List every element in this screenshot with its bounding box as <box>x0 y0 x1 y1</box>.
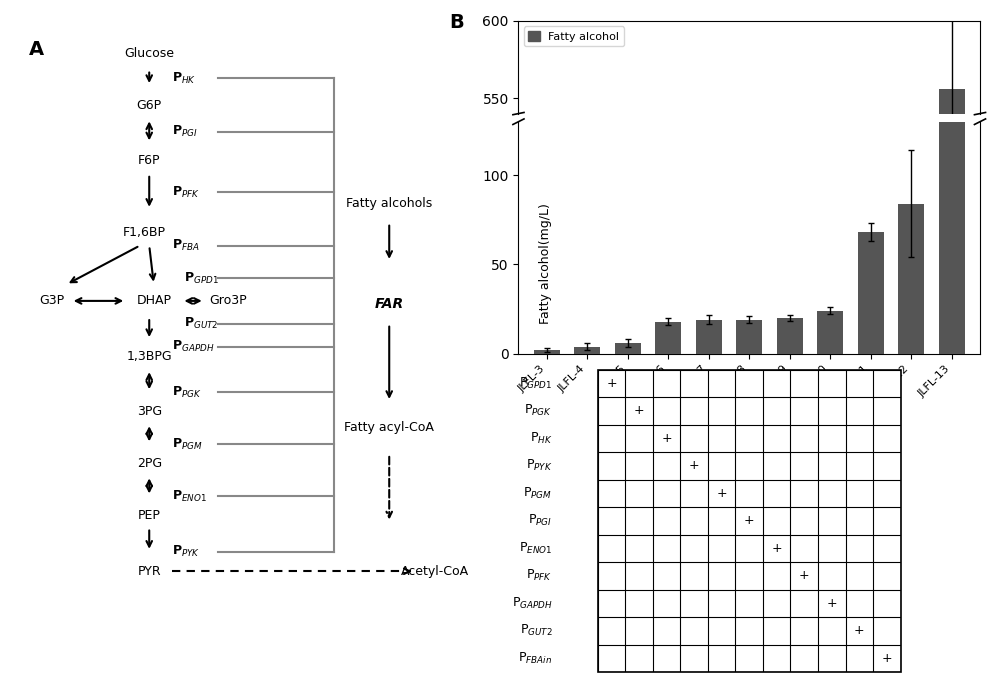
Text: +: + <box>799 570 810 582</box>
Text: +: + <box>854 624 865 638</box>
Text: +: + <box>606 377 617 390</box>
Legend: Fatty alcohol: Fatty alcohol <box>524 26 624 46</box>
Text: +: + <box>661 432 672 445</box>
Text: $\mathbf{P}_{HK}$: $\mathbf{P}_{HK}$ <box>172 71 196 86</box>
Bar <box>858 232 884 353</box>
Bar <box>817 311 843 353</box>
Text: G3P: G3P <box>40 295 65 308</box>
Text: $\mathbf{P}_{ENO1}$: $\mathbf{P}_{ENO1}$ <box>172 489 207 504</box>
Text: $\mathbf{P}_{PFK}$: $\mathbf{P}_{PFK}$ <box>172 184 200 200</box>
Text: G6P: G6P <box>137 99 162 112</box>
Text: P$_{HK}$: P$_{HK}$ <box>530 431 553 446</box>
Text: Acetyl-CoA: Acetyl-CoA <box>401 565 469 578</box>
Bar <box>615 343 641 353</box>
Bar <box>574 346 600 353</box>
Text: P$_{GPD1}$: P$_{GPD1}$ <box>519 376 553 391</box>
Text: 3PG: 3PG <box>137 405 162 418</box>
Text: $\mathbf{P}_{GUT2}$: $\mathbf{P}_{GUT2}$ <box>184 316 218 331</box>
Bar <box>777 318 803 353</box>
Text: Gro3P: Gro3P <box>209 295 247 308</box>
Bar <box>534 350 560 353</box>
Text: P$_{PFK}$: P$_{PFK}$ <box>526 568 553 584</box>
Bar <box>939 89 965 693</box>
Text: Fatty acyl-CoA: Fatty acyl-CoA <box>344 421 434 435</box>
Text: F1,6BP: F1,6BP <box>123 226 166 239</box>
Text: P$_{PGI}$: P$_{PGI}$ <box>528 514 553 529</box>
Text: P$_{PYK}$: P$_{PYK}$ <box>526 458 553 473</box>
Text: F6P: F6P <box>138 155 160 167</box>
Text: Fatty alcohols: Fatty alcohols <box>346 197 432 210</box>
Text: $\mathbf{P}_{GAPDH}$: $\mathbf{P}_{GAPDH}$ <box>172 339 215 354</box>
Text: DHAP: DHAP <box>136 295 171 308</box>
Bar <box>939 0 965 353</box>
Bar <box>696 319 722 353</box>
Text: A: A <box>29 40 44 60</box>
Text: P$_{ENO1}$: P$_{ENO1}$ <box>519 541 553 556</box>
Text: P$_{FBAin}$: P$_{FBAin}$ <box>518 651 553 666</box>
Text: +: + <box>634 404 644 417</box>
Text: $\mathbf{P}_{FBA}$: $\mathbf{P}_{FBA}$ <box>172 238 200 253</box>
Bar <box>655 322 681 353</box>
Text: P$_{GUT2}$: P$_{GUT2}$ <box>520 624 553 638</box>
Text: FAR: FAR <box>375 297 404 311</box>
Text: 2PG: 2PG <box>137 457 162 471</box>
Text: PYR: PYR <box>137 565 161 578</box>
Text: $\mathbf{P}_{PGI}$: $\mathbf{P}_{PGI}$ <box>172 124 198 139</box>
Text: Glucose: Glucose <box>124 47 174 60</box>
Text: P$_{GAPDH}$: P$_{GAPDH}$ <box>512 596 553 611</box>
Text: +: + <box>689 459 700 473</box>
Text: +: + <box>826 597 837 610</box>
Text: $\mathbf{P}_{PGK}$: $\mathbf{P}_{PGK}$ <box>172 385 202 400</box>
Bar <box>736 319 762 353</box>
Text: +: + <box>716 487 727 500</box>
Text: +: + <box>744 514 755 527</box>
Text: 1,3BPG: 1,3BPG <box>126 350 172 362</box>
Text: P$_{PGK}$: P$_{PGK}$ <box>524 403 553 419</box>
Text: Fatty alcohol(mg/L): Fatty alcohol(mg/L) <box>538 203 552 324</box>
Text: B: B <box>449 13 464 33</box>
Text: P$_{PGM}$: P$_{PGM}$ <box>523 486 553 501</box>
Bar <box>898 204 924 353</box>
Text: $\mathbf{P}_{PGM}$: $\mathbf{P}_{PGM}$ <box>172 437 203 452</box>
Text: PEP: PEP <box>138 509 161 523</box>
Text: +: + <box>771 542 782 555</box>
Text: +: + <box>881 652 892 665</box>
Text: $\mathbf{P}_{PYK}$: $\mathbf{P}_{PYK}$ <box>172 544 201 559</box>
Text: $\mathbf{P}_{GPD1}$: $\mathbf{P}_{GPD1}$ <box>184 270 219 286</box>
